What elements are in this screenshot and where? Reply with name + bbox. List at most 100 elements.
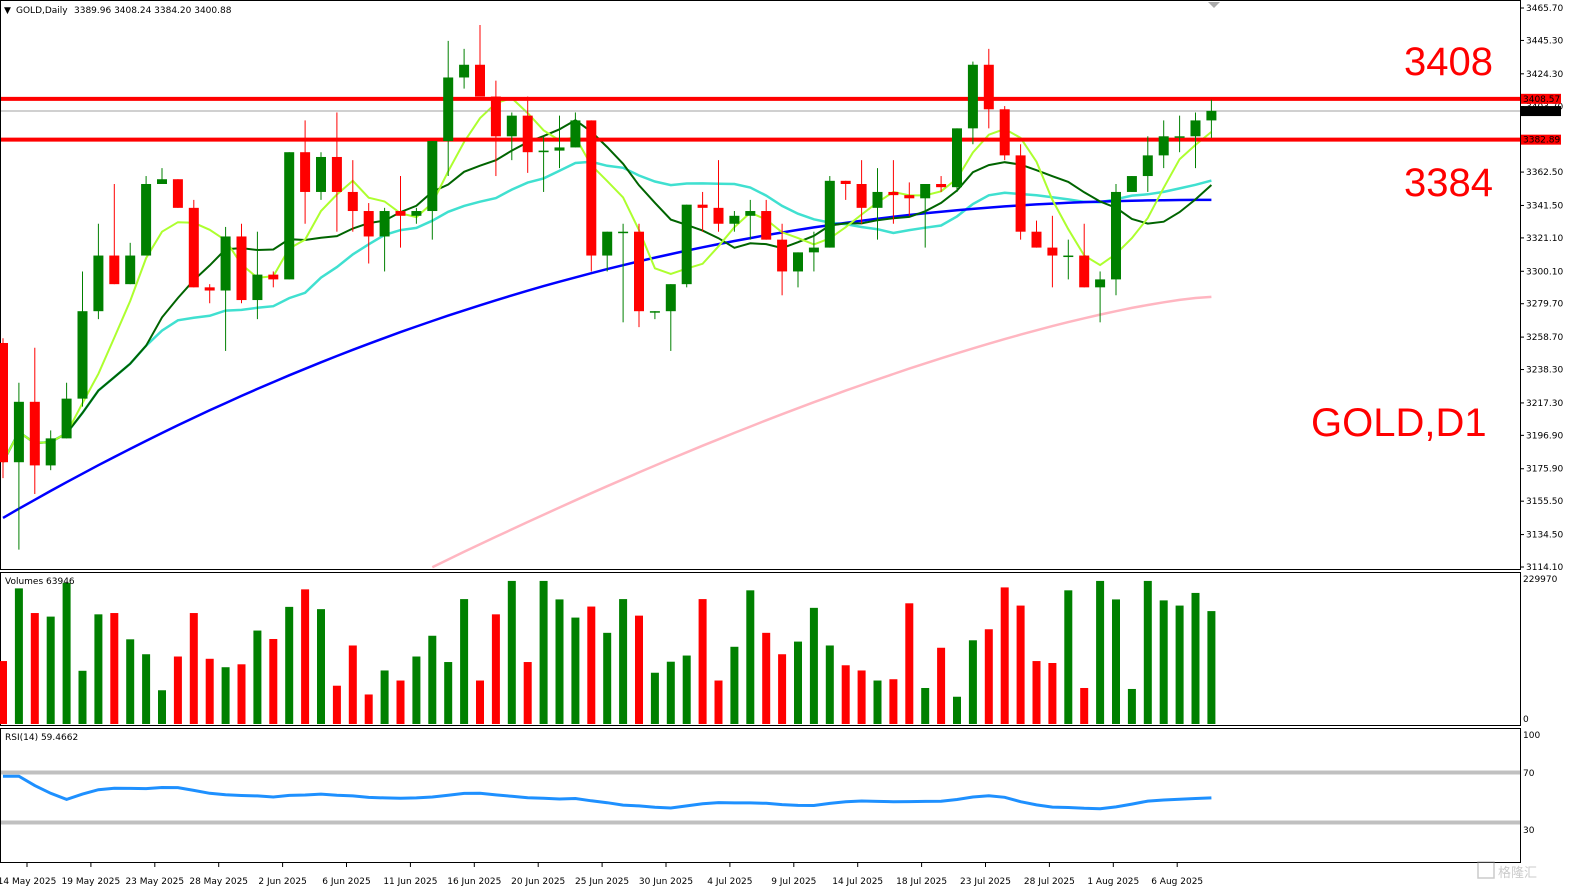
x-tick-label: 28 Jul 2025 — [1024, 877, 1075, 887]
candle-body — [586, 120, 597, 256]
volume-bar — [762, 632, 771, 724]
candle-body — [1095, 279, 1106, 288]
shift-marker-icon[interactable] — [1208, 2, 1220, 8]
volume-bar — [603, 632, 612, 724]
candle-body — [999, 109, 1010, 156]
candle-body — [777, 239, 788, 272]
candle-body — [284, 152, 295, 280]
volume-bar — [348, 645, 357, 724]
volume-bar — [317, 609, 325, 724]
candle-body — [347, 191, 358, 212]
volume-bar — [555, 599, 564, 724]
candle-body — [1142, 155, 1153, 177]
candle-body — [681, 204, 692, 285]
candle-body — [1111, 191, 1121, 280]
y-tick-label: 3134.50 — [1526, 531, 1563, 541]
candle-body — [363, 211, 374, 237]
chart-collapse-icon[interactable]: ▼ — [4, 6, 11, 16]
volume-bar — [953, 696, 961, 724]
volume-bar — [841, 665, 850, 724]
candle-body — [904, 195, 915, 199]
volume-bar — [460, 599, 469, 724]
x-tick-label: 30 Jun 2025 — [639, 877, 693, 887]
volume-bar — [253, 630, 262, 724]
ma-mid-line — [2, 119, 1213, 463]
ma-fast-line — [2, 96, 1213, 463]
candle-body — [808, 247, 819, 253]
candle-body — [204, 287, 215, 291]
candle-body — [665, 284, 676, 312]
volume-bar — [984, 629, 993, 724]
ma-slow-line — [1, 160, 1212, 463]
x-tick-label: 1 Aug 2025 — [1087, 877, 1139, 887]
candle-body — [45, 438, 56, 466]
volume-bar — [158, 690, 166, 724]
ma-200-line — [431, 295, 1212, 569]
x-tick-label: 23 May 2025 — [125, 877, 184, 887]
volume-bar — [1127, 688, 1136, 724]
candle-body — [506, 115, 517, 137]
volume-label: Volumes 63946 — [5, 577, 75, 587]
x-tick-label: 16 Jun 2025 — [447, 877, 501, 887]
candle-body — [77, 311, 88, 399]
y-tick-label: 3114.10 — [1526, 563, 1563, 573]
volume-bar — [666, 661, 675, 724]
candle-body — [713, 207, 724, 224]
volume-bar — [1080, 687, 1089, 724]
candle-body — [331, 156, 342, 192]
volume-bar — [825, 645, 834, 724]
y-tick-label: 3341.50 — [1526, 201, 1563, 211]
candle-body — [1079, 255, 1090, 288]
candle-body — [840, 180, 851, 184]
candle-body — [538, 150, 549, 153]
volume-bar — [46, 616, 55, 724]
volume-bar — [1000, 587, 1009, 724]
volume-bar — [1096, 580, 1105, 724]
x-tick-label: 4 Jul 2025 — [707, 877, 752, 887]
chart-ohlc: 3389.96 3408.24 3384.20 3400.88 — [74, 6, 232, 16]
x-tick-label: 19 May 2025 — [62, 877, 121, 887]
candle-body — [1190, 120, 1201, 137]
y-tick-label: 3445.30 — [1526, 36, 1563, 46]
volume-bar — [698, 599, 707, 724]
volume-bar — [746, 590, 755, 724]
candle-body — [793, 252, 803, 272]
y-tick-label: 3238.30 — [1526, 366, 1563, 376]
candle-body — [125, 255, 136, 285]
candle-body — [268, 274, 279, 280]
y-tick-label: 3258.70 — [1526, 333, 1563, 343]
x-tick-label: 14 May 2025 — [0, 877, 56, 887]
volume-bar — [650, 672, 659, 724]
x-tick-label: 18 Jul 2025 — [896, 877, 947, 887]
candle-body — [856, 183, 867, 208]
rsi-top-label: 100 — [1523, 731, 1540, 741]
candle-body — [761, 211, 772, 240]
candle-body — [952, 128, 962, 188]
candle-body — [443, 77, 454, 142]
candle-body — [236, 236, 247, 301]
volume-bar — [1175, 605, 1184, 724]
volume-bar — [1112, 599, 1120, 724]
rsi-line — [3, 774, 1212, 811]
candle-body — [61, 398, 72, 439]
x-tick-label: 6 Aug 2025 — [1151, 877, 1203, 887]
volume-bar — [619, 599, 628, 724]
candle-body — [983, 64, 994, 110]
volume-bar — [857, 670, 866, 724]
volume-bar — [1143, 580, 1152, 724]
candle-body — [427, 141, 438, 212]
candle-body — [220, 236, 231, 291]
x-tick-label: 20 Jun 2025 — [511, 877, 565, 887]
candle-body — [634, 231, 644, 312]
volume-bar — [380, 670, 389, 724]
candle-body — [618, 231, 629, 234]
volume-bar — [205, 658, 214, 724]
x-tick-label: 25 Jun 2025 — [575, 877, 629, 887]
candle-body — [1047, 247, 1058, 256]
volume-bar — [1016, 605, 1025, 724]
y-tick-label: 3424.30 — [1526, 70, 1563, 80]
resistance-price-tag-bg — [1521, 93, 1561, 104]
candle-body — [411, 211, 422, 216]
volume-bar — [968, 640, 977, 724]
